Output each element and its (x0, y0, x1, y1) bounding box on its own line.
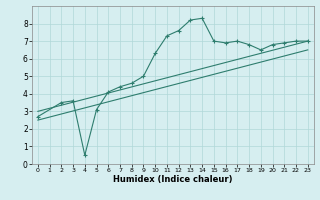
X-axis label: Humidex (Indice chaleur): Humidex (Indice chaleur) (113, 175, 233, 184)
